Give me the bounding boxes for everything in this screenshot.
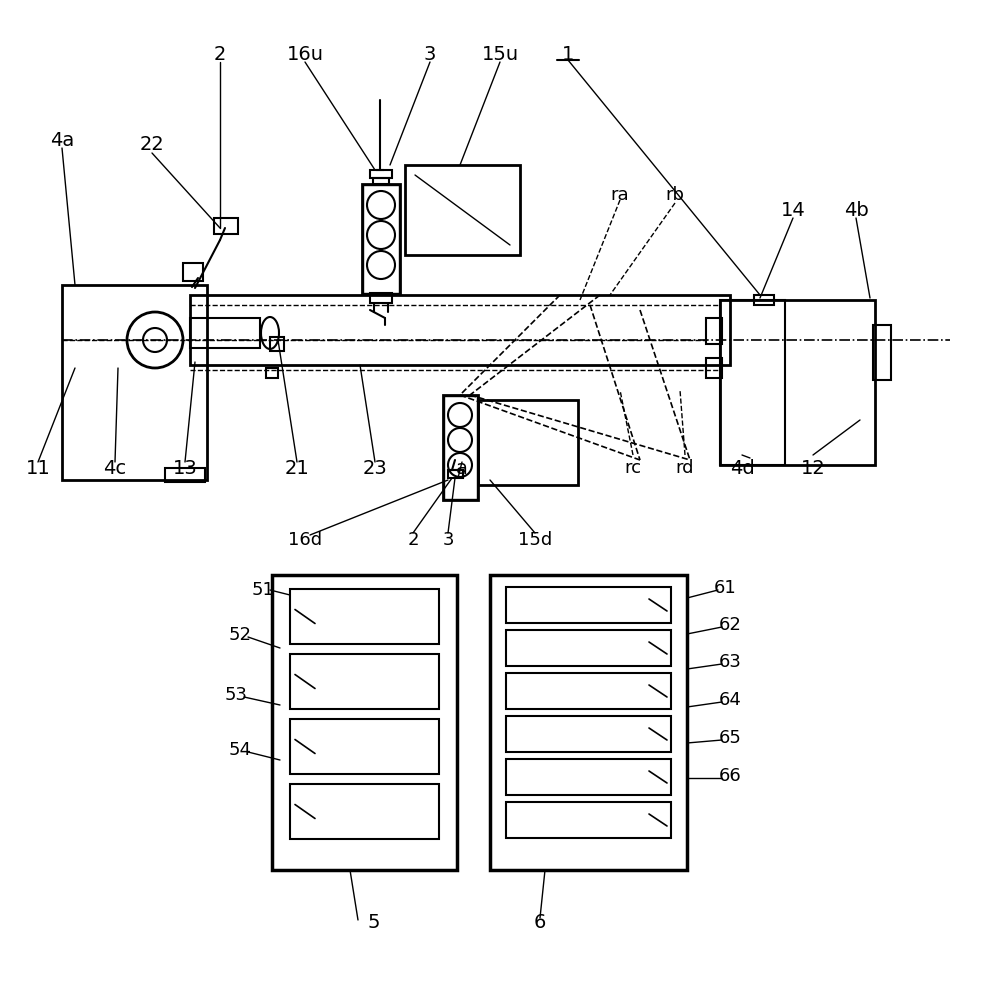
Text: 13: 13 xyxy=(173,458,197,478)
Text: 63: 63 xyxy=(719,653,741,671)
Text: 52: 52 xyxy=(229,626,251,644)
Bar xyxy=(506,802,671,838)
Bar xyxy=(165,468,205,482)
Bar xyxy=(873,325,891,380)
Bar xyxy=(190,318,260,348)
Bar xyxy=(443,395,478,500)
Bar xyxy=(183,263,203,281)
Bar xyxy=(266,368,278,378)
Bar xyxy=(405,165,520,255)
Bar xyxy=(214,218,238,234)
Bar xyxy=(444,396,477,499)
Bar xyxy=(290,784,439,839)
Text: 54: 54 xyxy=(229,741,251,759)
Text: 2: 2 xyxy=(214,45,226,64)
Text: 14: 14 xyxy=(781,200,805,220)
Bar xyxy=(706,318,722,344)
Bar xyxy=(370,170,392,178)
Bar xyxy=(706,358,722,378)
Bar xyxy=(720,300,875,465)
Text: 12: 12 xyxy=(800,458,826,478)
Text: 65: 65 xyxy=(719,729,741,747)
Bar xyxy=(272,575,457,870)
Text: 53: 53 xyxy=(225,686,247,704)
Text: 64: 64 xyxy=(719,691,741,709)
Text: 15u: 15u xyxy=(481,45,518,64)
Text: 4d: 4d xyxy=(730,458,754,478)
Bar xyxy=(478,400,578,485)
Text: 3: 3 xyxy=(424,45,436,64)
Bar xyxy=(362,184,400,294)
Bar xyxy=(370,293,392,303)
Text: 4c: 4c xyxy=(103,458,127,478)
Text: 66: 66 xyxy=(719,767,741,785)
Bar xyxy=(270,337,284,351)
Text: 4a: 4a xyxy=(50,130,74,149)
Bar xyxy=(506,587,671,623)
Text: 51: 51 xyxy=(251,581,274,599)
Text: 16d: 16d xyxy=(288,531,322,549)
Text: 16u: 16u xyxy=(287,45,323,64)
Bar xyxy=(190,295,730,365)
Text: rc: rc xyxy=(625,459,641,477)
Text: 4b: 4b xyxy=(844,200,868,220)
Text: a: a xyxy=(456,458,468,478)
Bar xyxy=(506,630,671,666)
Text: ra: ra xyxy=(611,186,629,204)
Text: 5: 5 xyxy=(367,914,380,932)
Text: 11: 11 xyxy=(26,458,50,478)
Bar xyxy=(720,300,785,465)
Text: 3: 3 xyxy=(442,531,454,549)
Bar xyxy=(290,589,439,644)
Text: 62: 62 xyxy=(719,616,741,634)
Bar xyxy=(506,673,671,709)
Bar xyxy=(490,575,687,870)
Text: 22: 22 xyxy=(139,135,164,154)
Bar xyxy=(363,185,399,293)
Bar xyxy=(373,178,389,184)
Bar xyxy=(506,759,671,795)
Text: 21: 21 xyxy=(285,458,309,478)
Text: rb: rb xyxy=(666,186,684,204)
Bar xyxy=(62,285,207,480)
Text: rd: rd xyxy=(676,459,694,477)
Text: 2: 2 xyxy=(408,531,418,549)
Bar xyxy=(448,470,463,478)
Bar xyxy=(754,295,774,305)
Bar xyxy=(290,719,439,774)
Text: 61: 61 xyxy=(714,579,736,597)
Text: 15d: 15d xyxy=(518,531,552,549)
Text: 6: 6 xyxy=(534,914,546,932)
Text: 1: 1 xyxy=(562,45,574,64)
Text: 23: 23 xyxy=(362,458,387,478)
Bar xyxy=(506,716,671,752)
Bar xyxy=(290,654,439,709)
